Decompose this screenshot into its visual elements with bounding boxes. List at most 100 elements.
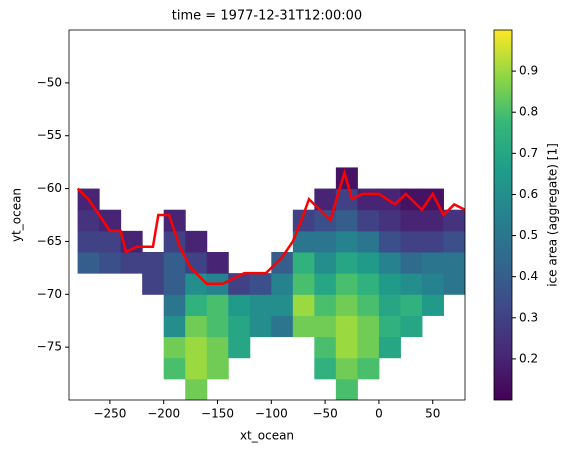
x-tick-label: −50	[312, 407, 337, 421]
cell	[335, 357, 358, 380]
cell	[206, 357, 229, 380]
colorbar-label: ice area (aggregate) [1]	[546, 143, 560, 287]
cell	[206, 336, 229, 359]
colorbar-tick-label: 0.7	[519, 146, 538, 160]
cell	[335, 252, 358, 274]
cell	[335, 315, 358, 338]
cell	[163, 357, 186, 380]
cell	[77, 230, 100, 253]
x-tick-label: −250	[93, 407, 126, 421]
cell	[378, 294, 401, 316]
cell	[249, 273, 272, 295]
cell	[163, 336, 186, 359]
colorbar-tick-label: 0.8	[519, 105, 538, 119]
cell	[378, 230, 401, 253]
cell	[378, 252, 401, 274]
cell	[400, 315, 423, 338]
cell	[271, 273, 294, 295]
cell	[357, 209, 380, 232]
x-axis-label: xt_ocean	[240, 429, 294, 443]
cell	[421, 252, 444, 274]
cell	[185, 378, 208, 400]
cell	[314, 230, 337, 253]
cell	[357, 294, 380, 316]
plot-area	[76, 167, 465, 400]
colorbar-tick-label: 0.5	[519, 228, 538, 242]
cell	[421, 230, 444, 253]
colorbar-tick-label: 0.9	[519, 64, 538, 78]
cell	[185, 273, 208, 295]
x-tick-label: −200	[147, 407, 180, 421]
cell	[335, 378, 358, 400]
cell	[378, 315, 401, 338]
cell	[271, 315, 294, 338]
cell	[249, 294, 272, 316]
cell	[99, 252, 122, 274]
cell	[357, 252, 380, 274]
cell	[99, 230, 122, 253]
cell	[443, 209, 465, 232]
cell	[292, 252, 315, 274]
cell	[335, 336, 358, 359]
cell	[142, 273, 165, 295]
cell	[206, 252, 229, 274]
cell	[163, 273, 186, 295]
ice-edge-contour	[76, 168, 465, 285]
colorbar-tick-label: 0.3	[519, 310, 538, 324]
chart-title: time = 1977-12-31T12:00:00	[172, 9, 362, 24]
cell	[206, 294, 229, 316]
cell	[314, 336, 337, 359]
cell	[378, 336, 401, 359]
cell	[335, 188, 358, 211]
cell	[357, 230, 380, 253]
cell	[314, 357, 337, 380]
plot-frame	[68, 29, 466, 401]
cell	[185, 357, 208, 380]
cell	[357, 273, 380, 295]
cell	[249, 315, 272, 338]
cell	[421, 209, 444, 232]
cell	[443, 252, 465, 274]
x-tick-label: 50	[425, 407, 440, 421]
cell	[443, 230, 465, 253]
cell	[271, 252, 294, 274]
cell	[77, 252, 100, 274]
cell	[335, 209, 358, 232]
cell	[271, 294, 294, 316]
colorbar-tick-label: 0.6	[519, 187, 538, 201]
cell	[292, 315, 315, 338]
cell	[378, 273, 401, 295]
cell	[185, 230, 208, 253]
cell	[443, 273, 465, 295]
cell	[228, 294, 251, 316]
cell	[357, 336, 380, 359]
cell	[120, 252, 143, 274]
cell	[142, 252, 165, 274]
cell	[335, 230, 358, 253]
y-tick-label: −70	[37, 287, 62, 301]
cell	[228, 336, 251, 359]
cell	[421, 294, 444, 316]
colorbar	[493, 29, 513, 401]
x-tick-label: 0	[375, 407, 383, 421]
cell	[99, 209, 122, 232]
cell	[163, 252, 186, 274]
cell	[357, 357, 380, 380]
cell	[163, 294, 186, 316]
y-tick-label: −65	[37, 234, 62, 248]
cell	[378, 209, 401, 232]
y-tick-label: −55	[37, 128, 62, 142]
cell	[335, 273, 358, 295]
y-tick-label: −60	[37, 181, 62, 195]
cell	[185, 294, 208, 316]
cell	[314, 252, 337, 274]
cell	[163, 315, 186, 338]
cell	[314, 188, 337, 211]
cell	[400, 273, 423, 295]
y-axis-label: yt_ocean	[10, 188, 24, 242]
cell	[185, 315, 208, 338]
cell	[378, 188, 401, 211]
cell	[77, 209, 100, 232]
x-tick-label: −100	[255, 407, 288, 421]
